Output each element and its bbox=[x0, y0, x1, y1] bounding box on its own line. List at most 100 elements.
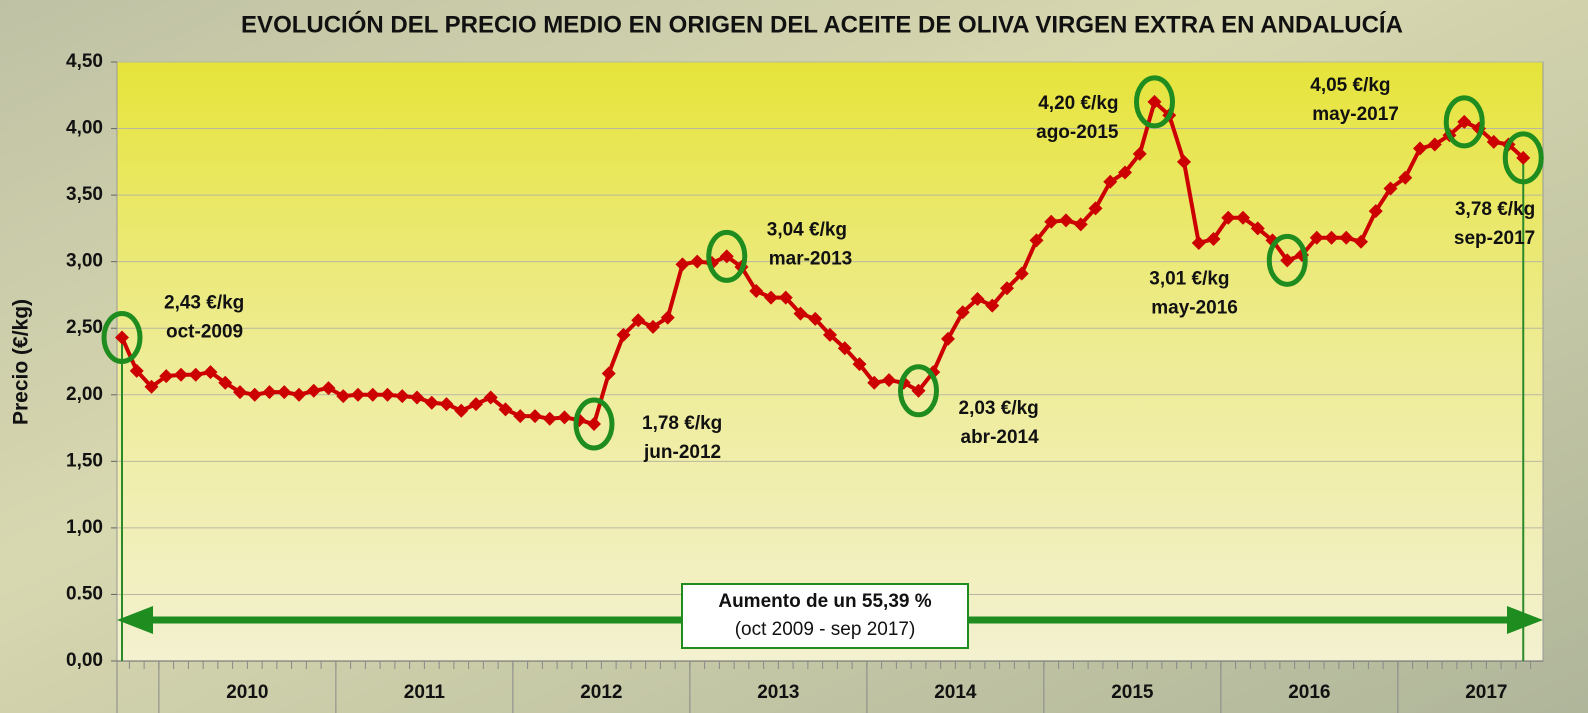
data-point bbox=[336, 389, 351, 404]
highlight-circle bbox=[1266, 233, 1308, 287]
data-point bbox=[292, 387, 306, 402]
value-label: 3,01 €/kg bbox=[1149, 268, 1229, 289]
data-point bbox=[852, 357, 867, 372]
data-point bbox=[1486, 134, 1501, 149]
data-point bbox=[439, 397, 454, 412]
value-label: 4,05 €/kg bbox=[1310, 75, 1390, 96]
highlight-circle bbox=[706, 229, 748, 283]
y-tick-label: 0,00 bbox=[66, 650, 103, 671]
data-point bbox=[1103, 174, 1118, 189]
x-tick-label: 2017 bbox=[1465, 682, 1507, 703]
data-point bbox=[1236, 210, 1250, 225]
data-point bbox=[675, 257, 690, 272]
data-point bbox=[587, 417, 601, 432]
annotation-subtitle: (oct 2009 - sep 2017) bbox=[735, 619, 916, 640]
highlight-circle bbox=[101, 311, 143, 365]
data-point bbox=[749, 283, 764, 298]
data-point bbox=[424, 395, 439, 410]
data-point bbox=[351, 387, 365, 402]
data-point bbox=[188, 367, 203, 382]
data-point bbox=[1059, 213, 1073, 228]
arrow-head bbox=[1507, 606, 1543, 634]
data-point bbox=[454, 403, 469, 418]
data-point bbox=[395, 389, 410, 404]
data-point bbox=[557, 410, 572, 425]
data-point bbox=[218, 375, 233, 390]
data-point bbox=[1324, 230, 1339, 245]
data-point bbox=[1029, 233, 1044, 248]
highlight-circle bbox=[898, 364, 939, 418]
data-point bbox=[631, 313, 646, 328]
data-point bbox=[660, 310, 675, 325]
data-point bbox=[955, 305, 970, 320]
value-label: 2,43 €/kg bbox=[164, 293, 244, 314]
x-tick-label: 2013 bbox=[757, 682, 799, 703]
data-point bbox=[601, 366, 616, 381]
data-point bbox=[985, 298, 1000, 313]
data-point bbox=[469, 397, 483, 412]
data-point bbox=[941, 331, 955, 346]
data-point bbox=[616, 327, 631, 342]
data-point bbox=[882, 373, 896, 388]
data-point bbox=[1000, 281, 1014, 296]
value-label: 3,04 €/kg bbox=[767, 219, 847, 240]
data-point bbox=[970, 291, 985, 306]
data-point bbox=[1398, 170, 1413, 185]
x-tick-label: 2014 bbox=[934, 682, 977, 703]
data-point bbox=[1191, 236, 1206, 251]
data-point bbox=[1177, 154, 1191, 169]
date-label: oct-2009 bbox=[166, 322, 243, 343]
data-point bbox=[410, 390, 424, 405]
data-point bbox=[911, 383, 926, 398]
data-point bbox=[1339, 230, 1354, 245]
data-point bbox=[778, 290, 793, 305]
arrow-head bbox=[117, 606, 153, 634]
y-tick-label: 3,50 bbox=[66, 184, 103, 205]
data-point bbox=[837, 341, 852, 356]
data-point bbox=[1457, 114, 1472, 129]
data-point bbox=[365, 387, 380, 402]
data-point bbox=[764, 290, 778, 305]
data-point bbox=[498, 402, 513, 417]
data-point bbox=[1118, 165, 1132, 180]
y-tick-label: 2,00 bbox=[66, 384, 103, 405]
data-point bbox=[1221, 210, 1236, 225]
date-label: abr-2014 bbox=[961, 427, 1040, 448]
data-point bbox=[129, 363, 144, 378]
data-point bbox=[203, 365, 218, 380]
data-point bbox=[277, 385, 292, 400]
data-point bbox=[1073, 217, 1088, 232]
chart-title: EVOLUCIÓN DEL PRECIO MEDIO EN ORIGEN DEL… bbox=[241, 10, 1403, 38]
data-point bbox=[1088, 201, 1103, 216]
x-tick-label: 2011 bbox=[404, 682, 446, 703]
data-point bbox=[513, 409, 528, 424]
data-point bbox=[1368, 204, 1383, 219]
data-point bbox=[262, 385, 277, 400]
data-point bbox=[1280, 253, 1295, 268]
data-point bbox=[793, 306, 808, 321]
data-point bbox=[1044, 214, 1059, 229]
data-point bbox=[1516, 150, 1531, 165]
y-tick-label: 1,00 bbox=[66, 517, 103, 538]
data-point bbox=[144, 379, 159, 394]
data-point bbox=[1427, 137, 1442, 152]
annotation-title: Aumento de un 55,39 % bbox=[718, 591, 931, 612]
data-point bbox=[1206, 232, 1221, 247]
data-point bbox=[174, 367, 188, 382]
data-point bbox=[233, 385, 247, 400]
y-axis-label: Precio (€/kg) bbox=[10, 299, 33, 425]
value-label: 4,20 €/kg bbox=[1038, 93, 1118, 114]
date-label: may-2017 bbox=[1312, 104, 1399, 125]
y-tick-label: 4,50 bbox=[66, 51, 103, 72]
highlight-circle bbox=[1502, 131, 1544, 185]
data-point bbox=[1250, 221, 1265, 236]
data-point bbox=[1147, 94, 1162, 109]
annotation-box bbox=[681, 583, 969, 649]
data-point bbox=[823, 327, 837, 342]
data-point bbox=[528, 409, 542, 424]
value-label: 3,78 €/kg bbox=[1455, 199, 1535, 220]
x-tick-label: 2012 bbox=[580, 682, 622, 703]
x-tick-label: 2016 bbox=[1288, 682, 1330, 703]
data-point bbox=[247, 387, 262, 402]
